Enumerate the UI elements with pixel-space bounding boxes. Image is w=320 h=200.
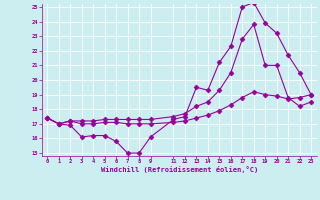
- X-axis label: Windchill (Refroidissement éolien,°C): Windchill (Refroidissement éolien,°C): [100, 166, 258, 173]
